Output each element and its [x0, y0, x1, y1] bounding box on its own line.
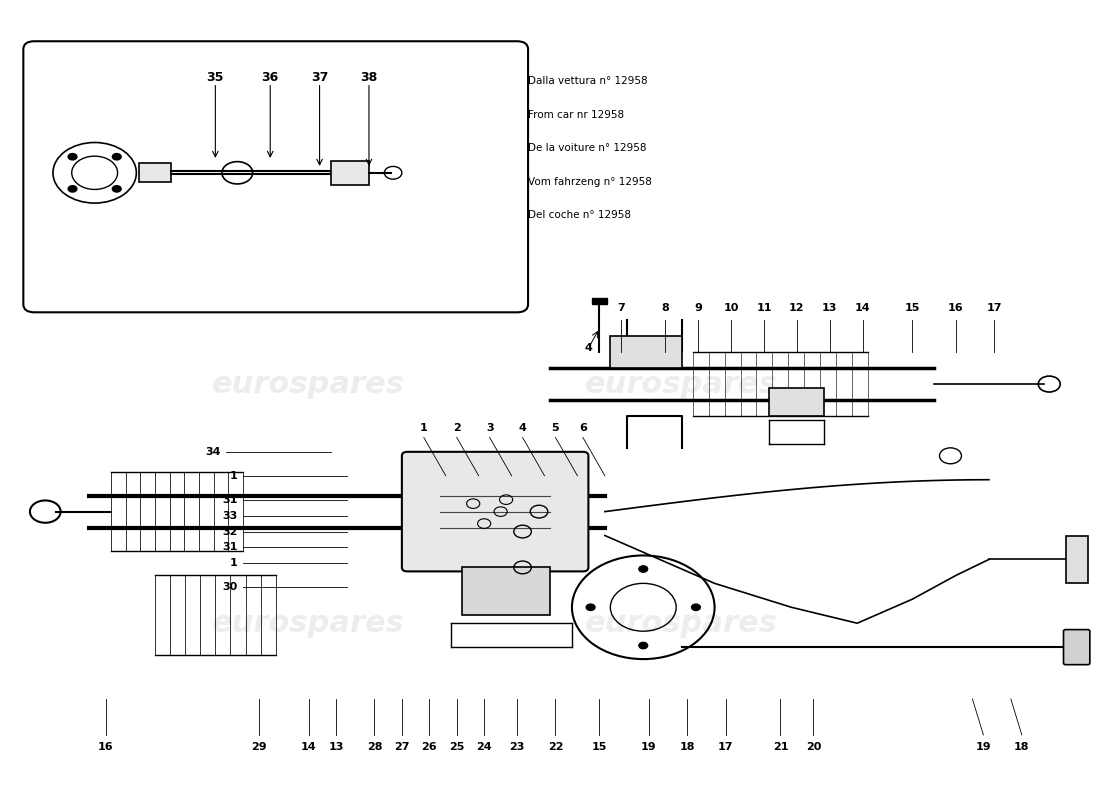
Text: 13: 13 [822, 303, 837, 314]
Text: 35: 35 [207, 70, 224, 84]
Text: 36: 36 [262, 70, 278, 84]
Text: 2: 2 [453, 423, 461, 433]
Text: 20: 20 [805, 742, 821, 752]
Text: 5: 5 [552, 423, 559, 433]
Circle shape [639, 642, 648, 649]
Text: 1: 1 [230, 558, 238, 569]
Text: From car nr 12958: From car nr 12958 [528, 110, 624, 119]
Text: 9: 9 [694, 303, 702, 314]
Text: 3: 3 [486, 423, 494, 433]
Circle shape [112, 186, 121, 192]
Text: eurospares: eurospares [212, 370, 405, 398]
Text: 16: 16 [948, 303, 964, 314]
Text: 16: 16 [98, 742, 113, 752]
Text: De la voiture n° 12958: De la voiture n° 12958 [528, 143, 647, 153]
FancyBboxPatch shape [402, 452, 588, 571]
FancyBboxPatch shape [1064, 630, 1090, 665]
Text: 27: 27 [394, 742, 409, 752]
Text: 32: 32 [222, 526, 238, 537]
Text: eurospares: eurospares [585, 370, 778, 398]
Text: 28: 28 [366, 742, 382, 752]
Text: 34: 34 [206, 447, 221, 457]
Text: 38: 38 [361, 70, 377, 84]
Text: 22: 22 [548, 742, 563, 752]
FancyBboxPatch shape [331, 161, 368, 185]
Text: 10: 10 [724, 303, 739, 314]
Text: 19: 19 [641, 742, 657, 752]
Bar [592, 298, 607, 304]
Text: 23: 23 [509, 742, 525, 752]
Text: 6: 6 [579, 423, 587, 433]
Text: 14: 14 [855, 303, 870, 314]
Circle shape [112, 154, 121, 160]
Text: Del coche n° 12958: Del coche n° 12958 [528, 210, 631, 220]
Circle shape [639, 566, 648, 572]
Text: 7: 7 [617, 303, 625, 314]
Text: 13: 13 [329, 742, 343, 752]
Text: 24: 24 [476, 742, 492, 752]
Text: 18: 18 [1014, 742, 1030, 752]
Text: 31: 31 [222, 542, 238, 553]
FancyBboxPatch shape [769, 388, 824, 416]
Text: 1: 1 [420, 423, 428, 433]
Text: 29: 29 [252, 742, 267, 752]
Text: 37: 37 [311, 70, 328, 84]
Text: eurospares: eurospares [585, 609, 778, 638]
Text: 12: 12 [789, 303, 804, 314]
FancyBboxPatch shape [23, 42, 528, 312]
Text: Vom fahrzeng n° 12958: Vom fahrzeng n° 12958 [528, 177, 652, 186]
Text: 21: 21 [772, 742, 789, 752]
Text: 26: 26 [421, 742, 437, 752]
FancyBboxPatch shape [1066, 535, 1088, 583]
Circle shape [586, 604, 595, 610]
Text: 14: 14 [300, 742, 317, 752]
Text: 11: 11 [756, 303, 772, 314]
FancyBboxPatch shape [139, 163, 172, 182]
FancyBboxPatch shape [462, 567, 550, 615]
Text: 8: 8 [661, 303, 669, 314]
Text: 1: 1 [230, 470, 238, 481]
FancyBboxPatch shape [610, 336, 682, 368]
Circle shape [68, 186, 77, 192]
Text: 15: 15 [904, 303, 920, 314]
Text: Dalla vettura n° 12958: Dalla vettura n° 12958 [528, 76, 648, 86]
Text: 33: 33 [222, 510, 238, 521]
Circle shape [68, 154, 77, 160]
Text: 17: 17 [718, 742, 734, 752]
Circle shape [692, 604, 701, 610]
Text: 30: 30 [222, 582, 238, 592]
Text: 4: 4 [584, 343, 592, 353]
Text: 17: 17 [987, 303, 1002, 314]
Text: 19: 19 [976, 742, 991, 752]
Text: 15: 15 [592, 742, 607, 752]
Text: 4: 4 [518, 423, 527, 433]
Text: eurospares: eurospares [212, 609, 405, 638]
Text: 31: 31 [222, 494, 238, 505]
Text: 25: 25 [449, 742, 464, 752]
Text: 18: 18 [680, 742, 695, 752]
